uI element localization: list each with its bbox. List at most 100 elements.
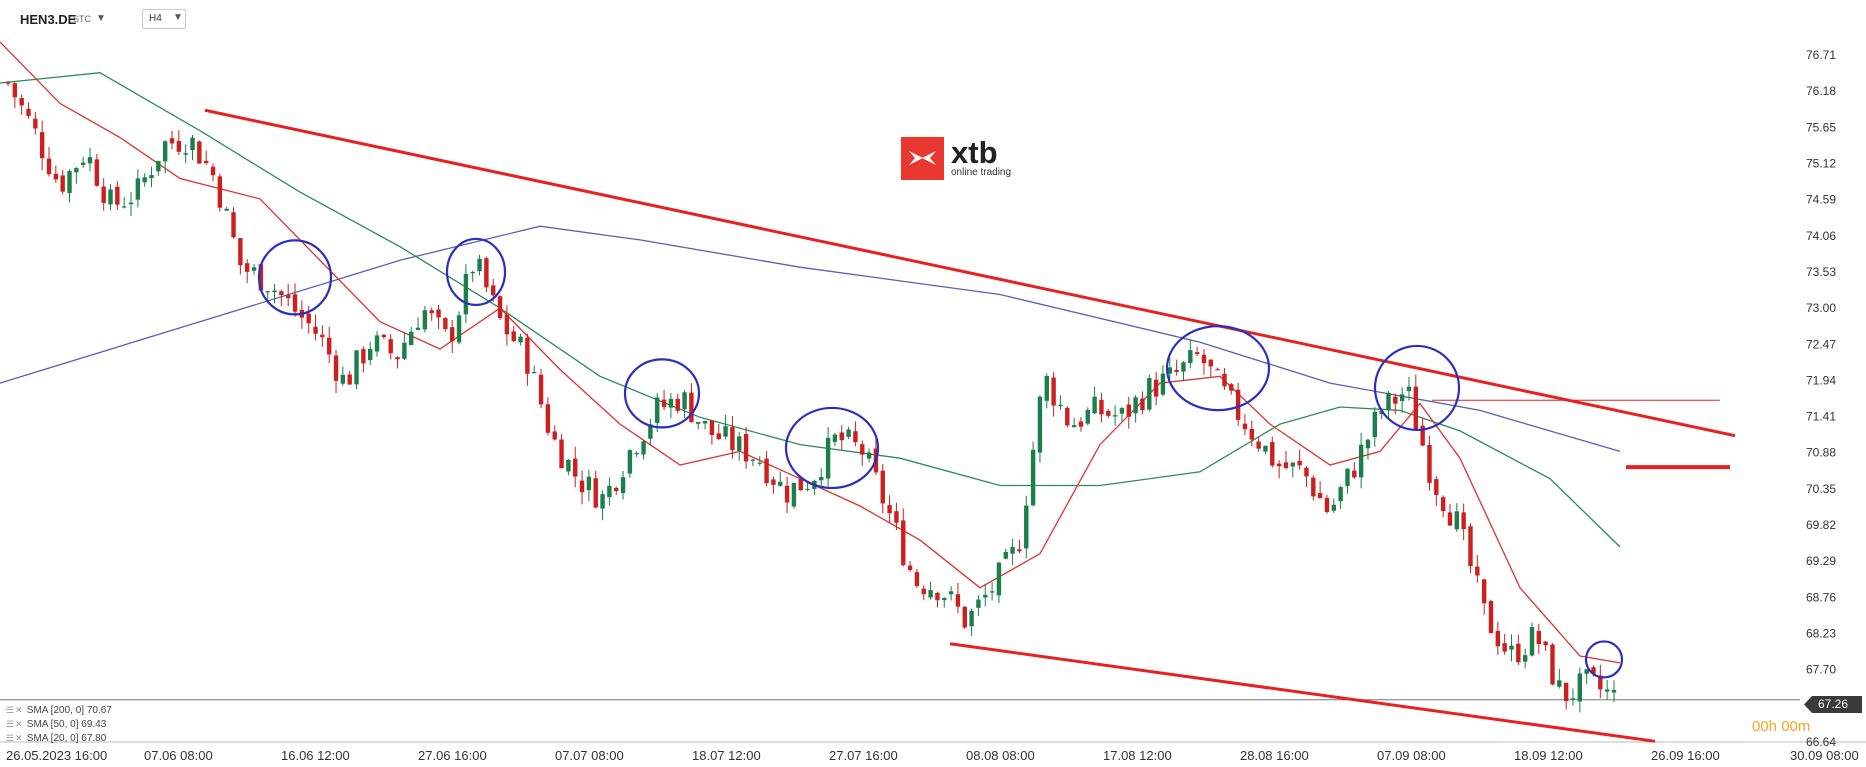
candle-body bbox=[156, 160, 161, 172]
candle-body bbox=[942, 598, 947, 601]
candle-body bbox=[661, 399, 667, 408]
candle-body bbox=[1522, 655, 1528, 662]
x-tick-label: 17.08 12:00 bbox=[1103, 748, 1172, 763]
candle-body bbox=[1420, 425, 1425, 446]
candle-body bbox=[285, 295, 291, 299]
candle-body bbox=[866, 452, 872, 459]
candle-body bbox=[320, 334, 325, 338]
y-tick-label: 68.76 bbox=[1806, 590, 1836, 604]
highlight-circles[interactable] bbox=[257, 237, 1624, 679]
candle-body bbox=[1563, 682, 1569, 702]
trendlines[interactable] bbox=[204, 108, 1736, 743]
chevron-down-icon[interactable]: ▼ bbox=[96, 13, 106, 24]
candle-body bbox=[1516, 643, 1521, 663]
sma-50-line bbox=[0, 72, 1621, 548]
y-tick-label: 70.88 bbox=[1806, 446, 1836, 460]
highlight-circle bbox=[623, 358, 701, 429]
legend-item-sma200[interactable]: ☰✕ SMA [200, 0] 70.67 bbox=[6, 705, 112, 716]
candle-body bbox=[511, 331, 516, 342]
candle-body bbox=[210, 166, 216, 176]
candle-body bbox=[279, 291, 284, 296]
sma20-path bbox=[0, 41, 1621, 664]
x-tick-label: 16.06 12:00 bbox=[281, 748, 350, 763]
candle-body bbox=[1406, 386, 1412, 392]
candle-body bbox=[600, 494, 605, 509]
candle-body bbox=[1481, 579, 1487, 604]
candle-body bbox=[238, 238, 243, 266]
xtb-logo: xtb online trading bbox=[901, 135, 1061, 182]
candle-body bbox=[1372, 411, 1378, 438]
candle-body bbox=[251, 267, 257, 271]
x-tick-label: 30.09 08:00 bbox=[1790, 748, 1859, 763]
candle-body bbox=[1126, 404, 1131, 417]
candle-body bbox=[948, 591, 954, 595]
x-tick-label: 07.06 08:00 bbox=[144, 748, 213, 763]
candle-body bbox=[1509, 645, 1514, 650]
candle-body bbox=[1160, 373, 1166, 395]
candle-body bbox=[1604, 689, 1610, 692]
candle-body bbox=[1194, 352, 1200, 355]
close-icon[interactable]: ✕ bbox=[15, 733, 23, 743]
settings-icon[interactable]: ☰ bbox=[6, 719, 15, 729]
candle-body bbox=[955, 594, 961, 607]
x-tick-label: 28.08 16:00 bbox=[1240, 748, 1309, 763]
candle-body bbox=[559, 439, 564, 469]
highlight-circle bbox=[1584, 640, 1624, 679]
chevron-down-icon: ▼ bbox=[173, 12, 183, 23]
candle-body bbox=[477, 258, 482, 272]
symbol-label[interactable]: HEN3.DE bbox=[20, 12, 77, 27]
candle-body bbox=[497, 296, 503, 319]
candle-body bbox=[1365, 439, 1371, 449]
x-tick-label: 27.07 16:00 bbox=[829, 748, 898, 763]
candle-body bbox=[415, 327, 421, 330]
candle-body bbox=[778, 481, 783, 486]
candle-body bbox=[1071, 425, 1077, 428]
candle-body bbox=[538, 374, 544, 405]
candle-body bbox=[620, 477, 626, 494]
candle-body bbox=[928, 590, 933, 598]
candle-body bbox=[996, 562, 1002, 596]
candle-body bbox=[545, 404, 551, 433]
close-icon[interactable]: ✕ bbox=[15, 719, 23, 729]
time-axis[interactable]: 26.05.2023 16:00 07.06 08:00 16.06 12:00 27… bbox=[6, 748, 1859, 763]
candle-body bbox=[825, 437, 831, 479]
candle-body bbox=[907, 565, 913, 571]
timeframe-select[interactable]: H4 ▼ bbox=[142, 9, 186, 29]
candle-body bbox=[381, 334, 387, 338]
candle-body bbox=[1570, 698, 1576, 700]
highlight-circle bbox=[784, 406, 880, 490]
candle-body bbox=[491, 285, 496, 296]
candlesticks bbox=[5, 81, 1617, 713]
y-tick-label: 70.35 bbox=[1806, 482, 1836, 496]
candle-body bbox=[805, 488, 810, 491]
legend-item-sma50[interactable]: ☰✕ SMA [50, 0] 69.43 bbox=[6, 719, 106, 730]
legend-item-sma20[interactable]: ☰✕ SMA [20, 0] 67.80 bbox=[6, 733, 106, 744]
candle-body bbox=[313, 326, 318, 334]
candle-body bbox=[374, 335, 380, 352]
settings-icon[interactable]: ☰ bbox=[6, 705, 15, 715]
y-tick-label: 74.06 bbox=[1806, 229, 1836, 243]
candle-body bbox=[1044, 376, 1049, 401]
candle-body bbox=[784, 485, 790, 503]
sma-200-line bbox=[0, 225, 1621, 453]
settings-icon[interactable]: ☰ bbox=[6, 733, 15, 743]
highlight-circle bbox=[257, 239, 333, 316]
close-icon[interactable]: ✕ bbox=[15, 705, 23, 715]
candle-body bbox=[969, 610, 974, 627]
y-tick-label: 71.41 bbox=[1806, 410, 1836, 424]
candle-body bbox=[1249, 428, 1254, 440]
candle-body bbox=[1283, 462, 1289, 468]
candle-body bbox=[846, 429, 851, 437]
candle-body bbox=[162, 141, 168, 162]
candle-body bbox=[1447, 512, 1453, 526]
legend-label: SMA [50, 0] 69.43 bbox=[26, 719, 107, 730]
sma-20-line bbox=[0, 41, 1621, 664]
candle-body bbox=[169, 138, 175, 144]
candle-body bbox=[668, 398, 674, 408]
price-axis[interactable]: 76.71 76.18 75.65 75.12 74.59 74.06 73.53 73.00… bbox=[1806, 48, 1836, 749]
candle-body bbox=[1311, 477, 1316, 497]
candle-body bbox=[1229, 384, 1234, 391]
sma200-path bbox=[0, 225, 1621, 453]
candle-body bbox=[566, 460, 571, 472]
